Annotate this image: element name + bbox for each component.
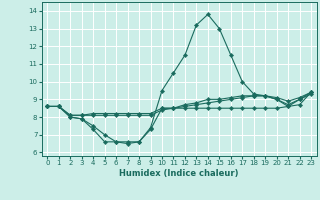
- X-axis label: Humidex (Indice chaleur): Humidex (Indice chaleur): [119, 169, 239, 178]
